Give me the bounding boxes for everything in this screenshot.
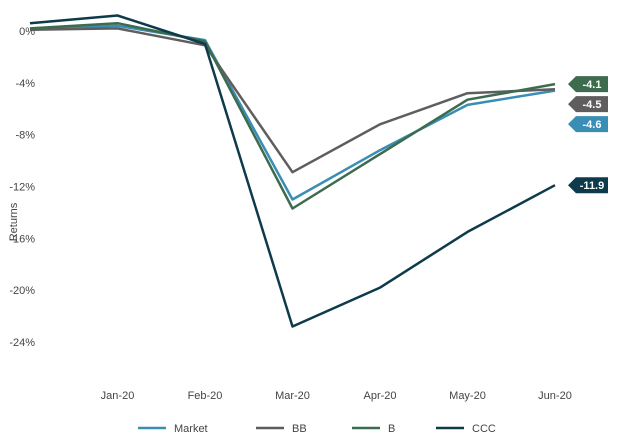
x-tick-label: Jun-20	[538, 390, 572, 402]
x-tick-label: May-20	[449, 390, 486, 402]
end-label-badge-bb	[568, 96, 608, 113]
y-tick-label: -4%	[15, 78, 35, 90]
series-line-bb	[29, 27, 556, 174]
end-label-value: -4.6	[583, 119, 602, 131]
end-label-badge-b	[568, 76, 608, 93]
legend-label-ccc: CCC	[472, 423, 496, 435]
end-label-badge-ccc	[568, 177, 608, 194]
x-tick-label: Jan-20	[101, 390, 135, 402]
x-tick-label: Feb-20	[188, 390, 223, 402]
end-label-value: -11.9	[580, 180, 604, 192]
legend-label-market: Market	[174, 423, 208, 435]
end-label-badge-market	[568, 116, 608, 133]
x-tick-label: Apr-20	[363, 390, 396, 402]
series-line-market	[29, 24, 556, 201]
series-line-b	[29, 21, 556, 210]
end-label-value: -4.1	[583, 79, 602, 91]
x-tick-label: Mar-20	[275, 390, 310, 402]
legend-label-bb: BB	[292, 423, 307, 435]
y-axis-tick-labels: 0%-4%-8%-12%-16%-20%-24%	[9, 26, 35, 349]
y-tick-label: -12%	[9, 182, 35, 194]
end-label-value: -4.5	[583, 99, 602, 111]
series-line-ccc	[29, 14, 556, 328]
end-value-labels: -4.1 -4.5 -4.6 -11.9	[568, 76, 608, 194]
y-tick-label: -20%	[9, 285, 35, 297]
x-axis-tick-labels: Jan-20 Feb-20 Mar-20 Apr-20 May-20 Jun-20	[101, 390, 572, 402]
y-tick-label: -8%	[15, 130, 35, 142]
y-axis-title: Returns	[8, 202, 20, 241]
y-tick-label: -16%	[9, 233, 35, 245]
series-lines	[29, 14, 556, 328]
legend-label-b: B	[388, 423, 395, 435]
legend: Market BB B CCC	[138, 423, 496, 435]
y-tick-label: -24%	[9, 337, 35, 349]
